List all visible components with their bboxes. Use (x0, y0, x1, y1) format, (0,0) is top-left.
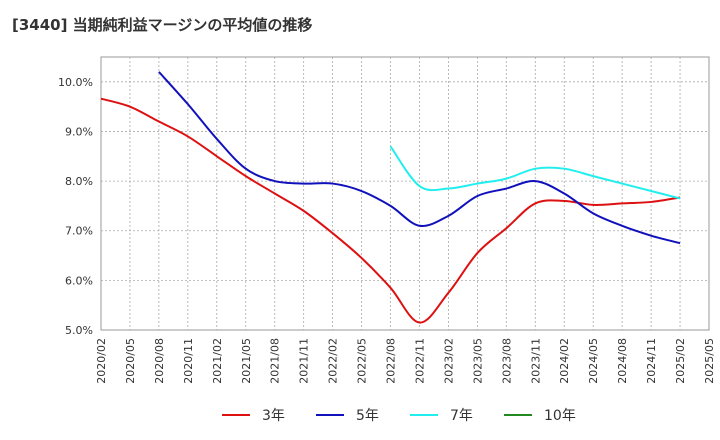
x-tick-label: 2021/05 (240, 338, 253, 384)
x-tick-label: 2022/02 (327, 338, 340, 384)
x-tick-label: 2022/05 (356, 338, 369, 384)
x-tick-label: 2024/11 (645, 338, 658, 384)
series-line-1 (158, 71, 681, 245)
x-tick-label: 2023/02 (442, 338, 455, 384)
chart-title: [3440] 当期純利益マージンの平均値の推移 (12, 16, 313, 34)
legend-swatch (222, 414, 250, 416)
legend-swatch (504, 414, 532, 416)
legend-item-3: 10年 (504, 404, 576, 426)
series-line-0 (100, 97, 681, 324)
series-line-2 (389, 145, 681, 200)
x-tick-label: 2021/02 (211, 338, 224, 384)
legend-label: 5年 (356, 408, 379, 424)
legend-item-0: 3年 (222, 404, 285, 426)
x-axis: 2020/02 2020/05 2020/08 2020/11 2021/02 2021/… (95, 338, 716, 384)
x-tick-label: 2020/02 (95, 338, 108, 384)
x-tick-label: 2024/05 (587, 338, 600, 384)
y-axis: 5.0% 6.0% 7.0% 8.0% 9.0% 10.0% (58, 76, 93, 337)
x-tick-label: 2022/11 (413, 338, 426, 384)
y-tick-label: 10.0% (58, 76, 93, 89)
legend-item-1: 5年 (316, 404, 379, 426)
x-tick-label: 2020/05 (124, 338, 137, 384)
x-tick-label: 2021/08 (269, 338, 282, 384)
legend-label: 3年 (262, 408, 285, 424)
legend-item-2: 7年 (410, 404, 473, 426)
x-tick-label: 2023/11 (529, 338, 542, 384)
legend: 3年 5年 7年 10年 (0, 404, 720, 426)
legend-swatch (410, 414, 438, 416)
x-tick-label: 2022/08 (385, 338, 398, 384)
y-tick-label: 8.0% (65, 175, 93, 188)
x-tick-label: 2023/05 (471, 338, 484, 384)
x-tick-label: 2024/02 (558, 338, 571, 384)
y-tick-label: 9.0% (65, 125, 93, 138)
x-tick-label: 2021/11 (298, 338, 311, 384)
x-tick-label: 2020/08 (153, 338, 166, 384)
x-tick-label: 2025/02 (674, 338, 687, 384)
y-tick-label: 5.0% (65, 324, 93, 337)
grid-layer (101, 57, 709, 330)
x-tick-label: 2024/08 (616, 338, 629, 384)
x-tick-label: 2025/05 (703, 338, 716, 384)
legend-label: 7年 (450, 408, 473, 424)
x-tick-label: 2023/08 (500, 338, 513, 384)
y-tick-label: 7.0% (65, 225, 93, 238)
series-layer (100, 71, 681, 324)
legend-label: 10年 (544, 408, 576, 424)
y-tick-label: 6.0% (65, 274, 93, 287)
x-tick-label: 2020/11 (182, 338, 195, 384)
legend-swatch (316, 414, 344, 416)
plot-area (100, 56, 710, 331)
